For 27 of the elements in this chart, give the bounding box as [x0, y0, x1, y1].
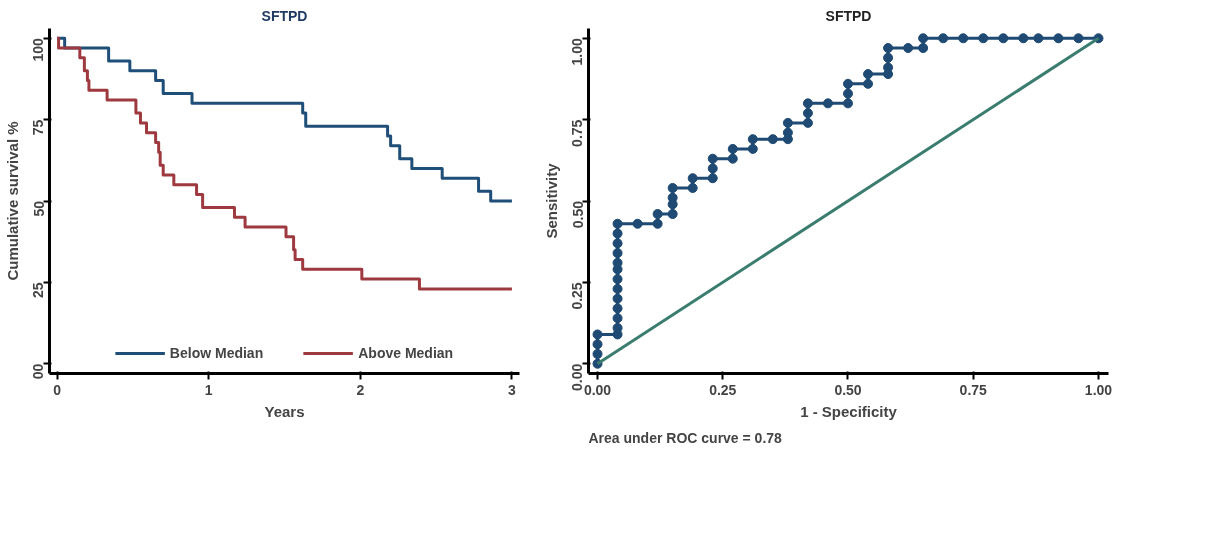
- x-tick-label: 3: [508, 381, 517, 398]
- y-tick-label: 00: [30, 363, 47, 380]
- x-tick-label: 2: [356, 381, 365, 398]
- text: Area under ROC curve = 0.78: [588, 429, 783, 446]
- x-tick-label: 0.50: [834, 381, 862, 398]
- y-tick-label: 25: [30, 282, 47, 298]
- x-tick-label: 0: [53, 381, 62, 398]
- x-tick-label: 0.75: [959, 381, 988, 398]
- x-tick-label: 0.00: [583, 381, 612, 398]
- legend-label: Below Median: [169, 345, 264, 361]
- y-axis-title: Sensitivity: [542, 162, 560, 239]
- legend-label: Above Median: [358, 345, 454, 361]
- x-tick-label: 0.25: [709, 381, 737, 398]
- y-tick-label: 50: [30, 200, 47, 217]
- x-axis-title: Years: [264, 402, 305, 420]
- y-tick-label: 0.50: [569, 200, 586, 229]
- y-tick-label: 1.00: [569, 38, 586, 66]
- x-tick-label: 1: [204, 381, 213, 398]
- y-tick-label: 0.75: [569, 119, 586, 147]
- y-tick-label: 75: [30, 119, 47, 136]
- x-tick-label: 1.00: [1084, 381, 1113, 398]
- chart-title: SFTPD: [261, 7, 308, 24]
- y-axis-title: Cumulative survival %: [3, 121, 21, 281]
- chart-title: SFTPD: [825, 7, 872, 24]
- y-tick-label: 100: [30, 38, 47, 62]
- y-tick-label: 0.25: [569, 282, 586, 310]
- x-axis-title: 1 - Specificity: [800, 402, 898, 420]
